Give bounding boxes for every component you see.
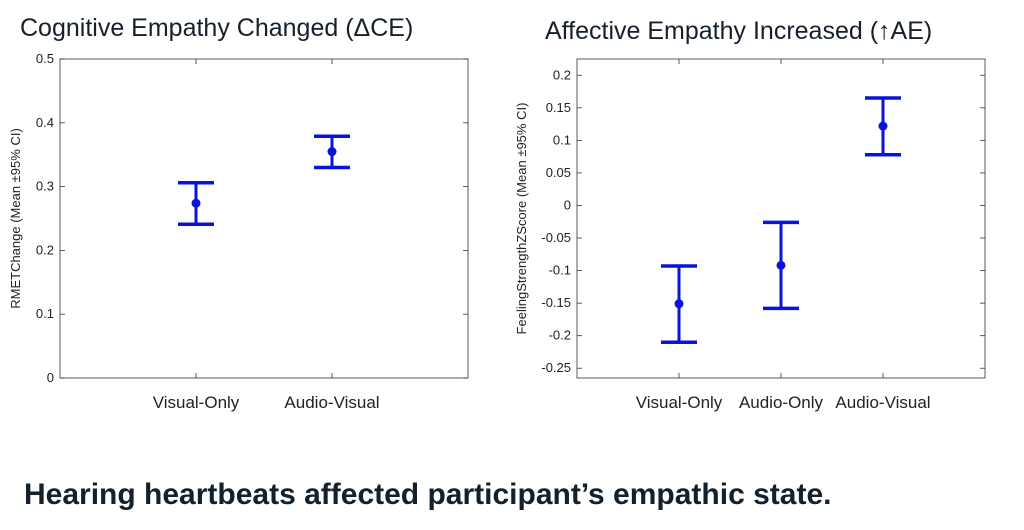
y-tick-label: 0.3 (36, 179, 54, 194)
errorbar-visual-only (178, 181, 214, 226)
x-category-label: Visual-Only (636, 393, 723, 412)
mean-point (878, 121, 888, 131)
mean-point (327, 147, 337, 157)
y-tick-label: 0.05 (546, 165, 571, 180)
errorbar-audio-visual (314, 134, 350, 170)
axes-box (576, 58, 986, 379)
y-tick-label: 0.4 (36, 115, 54, 130)
caption: Hearing heartbeats affected participant’… (24, 478, 832, 511)
mean-point (674, 299, 684, 309)
x-category-label: Audio-Visual (835, 393, 930, 412)
y-axis-label: FeelingStrengthZScore (Mean ±95% CI) (514, 103, 529, 335)
y-tick-label: -0.1 (549, 263, 571, 278)
y-tick-label: -0.2 (549, 328, 571, 343)
y-tick-label: -0.25 (541, 360, 571, 375)
y-tick-label: 0.2 (36, 242, 54, 257)
y-tick-label: 0.1 (36, 306, 54, 321)
chart-title-cognitive: Cognitive Empathy Changed (ΔCE) (20, 14, 414, 42)
chart-title-affective: Affective Empathy Increased (↑AE) (545, 17, 933, 45)
y-tick-label: -0.05 (541, 230, 571, 245)
y-tick-label: 0.5 (36, 51, 54, 66)
x-category-label: Audio-Only (739, 393, 824, 412)
x-category-label: Visual-Only (153, 393, 240, 412)
mean-point (776, 260, 786, 270)
y-tick-label: 0.15 (546, 100, 571, 115)
y-tick-label: 0 (564, 197, 571, 212)
y-tick-label: 0.2 (553, 67, 571, 82)
mean-point (191, 198, 201, 208)
y-tick-label: 0.1 (553, 132, 571, 147)
errorbar-audio-only (763, 220, 799, 311)
y-tick-label: 0 (47, 370, 54, 385)
errorbar-visual-only (661, 264, 697, 344)
errorbar-audio-visual (865, 96, 901, 157)
axes-box (59, 58, 469, 379)
y-tick-label: -0.15 (541, 295, 571, 310)
y-axis-label: RMETChange (Mean ±95% CI) (8, 128, 23, 309)
x-category-label: Audio-Visual (284, 393, 379, 412)
